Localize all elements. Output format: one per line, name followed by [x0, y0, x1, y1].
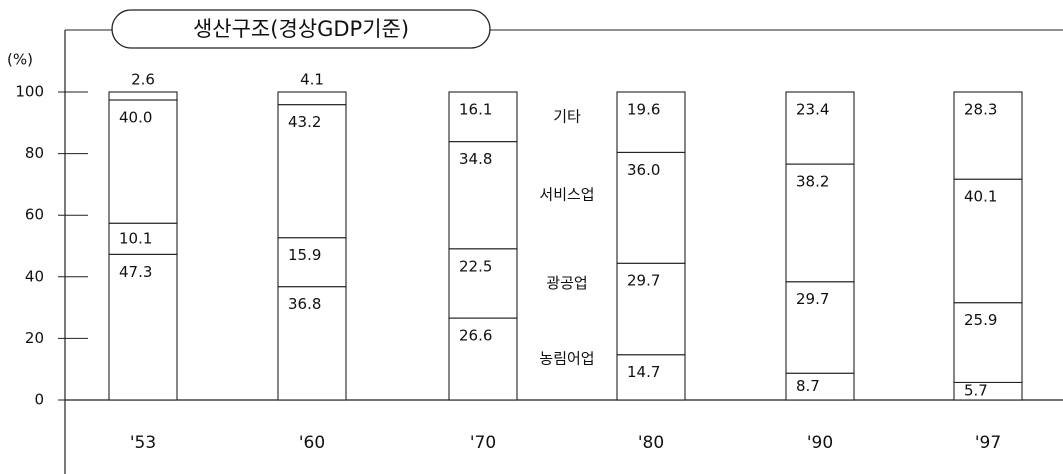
- bar-segment: [616, 262, 686, 356]
- value-label: 28.3: [964, 101, 997, 119]
- bar-segment: [448, 248, 518, 319]
- value-label: 29.7: [796, 290, 829, 308]
- value-label: 29.7: [627, 272, 660, 290]
- bar-segment: [785, 163, 855, 283]
- value-label: 36.0: [627, 161, 660, 179]
- value-label: 16.1: [459, 101, 492, 119]
- y-tick-label: 40: [25, 267, 44, 285]
- value-label: 10.1: [119, 229, 152, 247]
- bar-segment: [277, 104, 347, 239]
- bar-segment: [785, 91, 855, 165]
- value-label: 43.2: [288, 113, 321, 131]
- bar-segment: [277, 237, 347, 288]
- title-box: [111, 9, 491, 49]
- legend-label: 기타: [553, 107, 581, 125]
- y-tick-label: 20: [25, 329, 44, 347]
- bar-segment: [953, 178, 1023, 304]
- bar-segment: [108, 91, 178, 101]
- x-tick-label: '70: [470, 433, 496, 453]
- value-label: 34.8: [459, 150, 492, 168]
- value-label: 5.7: [964, 382, 988, 400]
- x-tick-label: '97: [975, 433, 1001, 453]
- bar-segment: [616, 354, 686, 401]
- value-label: 4.1: [300, 71, 324, 89]
- value-label: 47.3: [119, 263, 152, 281]
- value-label: 19.6: [627, 101, 660, 119]
- value-label: 15.9: [288, 246, 321, 264]
- value-label: 26.6: [459, 327, 492, 345]
- bar-segment: [953, 302, 1023, 383]
- x-tick-label: '53: [130, 433, 156, 453]
- x-tick-label: '80: [638, 433, 664, 453]
- bar-segment: [616, 151, 686, 264]
- x-tick-label: '90: [807, 433, 833, 453]
- value-label: 25.9: [964, 311, 997, 329]
- bar-segment: [616, 91, 686, 153]
- bar-segment: [448, 317, 518, 401]
- y-tick-label: 100: [15, 83, 44, 101]
- value-label: 40.1: [964, 188, 997, 206]
- value-label: 14.7: [627, 363, 660, 381]
- bar-segment: [953, 91, 1023, 180]
- value-label: 8.7: [796, 377, 820, 395]
- y-tick-label: 80: [25, 144, 44, 162]
- value-label: 22.5: [459, 257, 492, 275]
- value-label: 40.0: [119, 109, 152, 127]
- legend-label: 농림어업: [539, 350, 594, 368]
- bar-segment: [277, 91, 347, 106]
- x-tick-label: '60: [299, 433, 325, 453]
- chart-title: 생산구조(경상GDP기준): [193, 17, 409, 41]
- y-tick-label: 0: [34, 391, 44, 409]
- y-axis-label: (%): [7, 51, 33, 69]
- bar-segment: [785, 281, 855, 374]
- legend-label: 광공업: [546, 274, 587, 292]
- legend-label: 서비스업: [539, 186, 594, 204]
- bar-segment: [448, 91, 518, 143]
- value-label: 2.6: [131, 71, 155, 89]
- bar-segment: [108, 253, 178, 401]
- y-tick-label: 60: [25, 206, 44, 224]
- value-label: 38.2: [796, 173, 829, 191]
- value-label: 36.8: [288, 295, 321, 313]
- bar-segment: [785, 372, 855, 401]
- value-label: 23.4: [796, 101, 829, 119]
